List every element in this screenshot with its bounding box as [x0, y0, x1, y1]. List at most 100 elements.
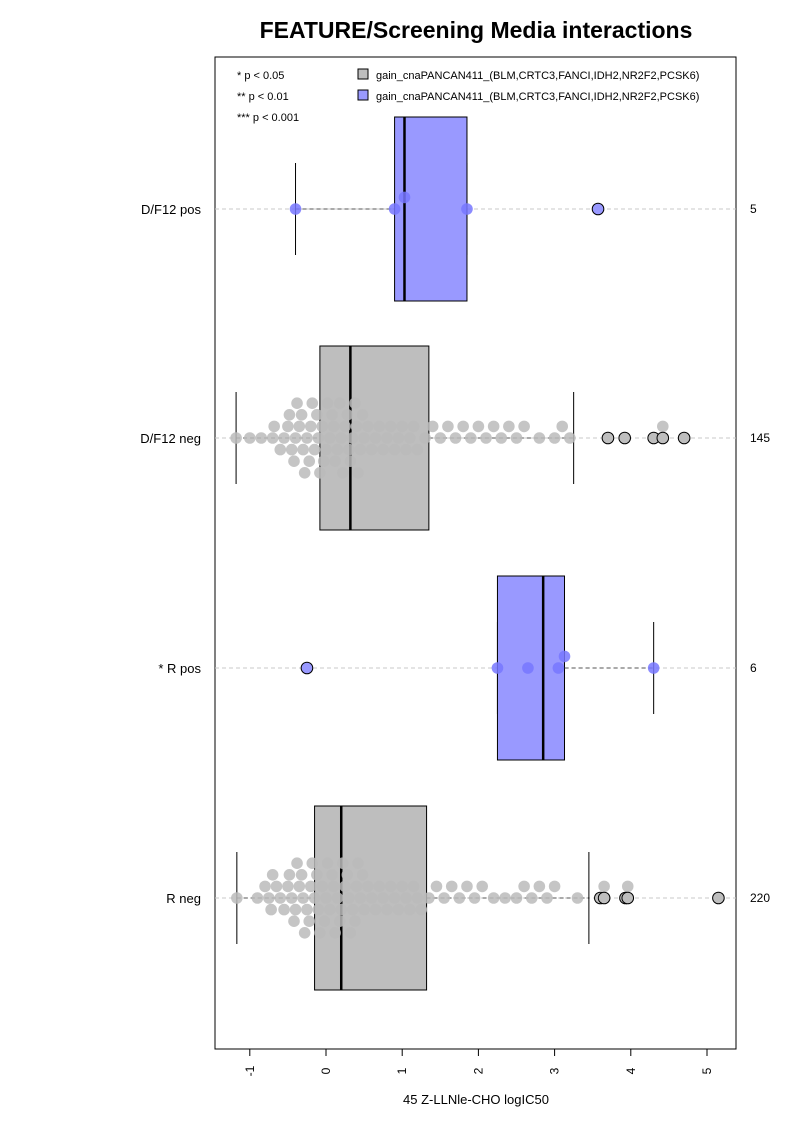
- data-point: [297, 443, 309, 456]
- data-point: [336, 857, 349, 869]
- data-point: [288, 455, 300, 468]
- data-point: [289, 203, 302, 215]
- data-point: [388, 892, 401, 904]
- data-point: [341, 409, 354, 421]
- data-point: [525, 892, 538, 904]
- data-point: [285, 443, 298, 456]
- data-point: [426, 420, 439, 433]
- data-point: [231, 892, 243, 904]
- data-point: [333, 915, 346, 927]
- legend: * p < 0.05 ** p < 0.01 *** p < 0.001 gain_c…: [237, 68, 699, 124]
- data-point: [404, 432, 416, 444]
- data-point: [320, 443, 332, 456]
- data-point: [453, 892, 466, 904]
- data-point: [306, 397, 319, 410]
- data-point: [407, 420, 420, 433]
- data-point: [335, 432, 348, 444]
- data-point: [356, 409, 369, 421]
- data-point: [369, 903, 382, 916]
- x-axis: -1 0 1 2 3 4 5: [243, 1048, 714, 1076]
- data-point: [533, 432, 546, 444]
- data-point: [434, 432, 447, 444]
- data-point: [464, 432, 477, 444]
- data-point: [331, 892, 344, 904]
- outlier-point: [300, 661, 314, 675]
- data-point: [303, 915, 316, 927]
- data-point: [329, 927, 341, 939]
- data-point: [407, 880, 420, 893]
- data-point: [457, 420, 469, 433]
- data-point: [522, 662, 534, 674]
- data-point: [400, 892, 412, 904]
- data-point: [268, 420, 280, 433]
- data-point: [373, 880, 386, 893]
- data-point: [548, 880, 561, 893]
- data-point: [499, 892, 511, 904]
- data-point: [324, 903, 336, 916]
- data-point: [487, 892, 500, 904]
- data-point: [244, 432, 256, 444]
- group-label: * R pos: [158, 661, 201, 676]
- data-point: [369, 432, 382, 444]
- group-count: 220: [750, 891, 770, 905]
- group-count: 145: [750, 431, 770, 445]
- data-point: [468, 892, 481, 904]
- data-point: [510, 892, 523, 904]
- data-point: [230, 432, 242, 444]
- data-point: [339, 880, 351, 893]
- data-point: [339, 420, 351, 433]
- data-point: [350, 880, 363, 893]
- data-point: [308, 892, 321, 904]
- data-point: [282, 880, 294, 893]
- data-point: [329, 455, 341, 468]
- data-point: [349, 397, 361, 410]
- data-point: [365, 443, 378, 456]
- data-point: [321, 397, 334, 410]
- data-point: [358, 432, 370, 444]
- data-point: [461, 880, 473, 893]
- data-point: [423, 892, 435, 904]
- data-point: [404, 903, 416, 916]
- x-tick-label: 1: [395, 1067, 409, 1074]
- data-point: [343, 443, 355, 456]
- data-point: [518, 880, 530, 893]
- data-point: [476, 880, 489, 893]
- data-point: [297, 892, 309, 904]
- data-point: [343, 892, 355, 904]
- legend-swatch: [357, 68, 369, 80]
- data-point: [533, 880, 546, 893]
- data-point: [314, 927, 326, 939]
- data-point: [331, 443, 344, 456]
- outlier-point: [618, 431, 632, 445]
- data-point: [278, 432, 290, 444]
- data-point: [316, 880, 328, 893]
- data-point: [293, 880, 306, 893]
- x-axis-label: 45 Z-LLNle-CHO logIC50: [403, 1092, 549, 1107]
- significance-legend-item: * p < 0.05: [237, 70, 284, 82]
- data-point: [266, 869, 279, 881]
- data-point: [552, 662, 565, 674]
- data-point: [312, 903, 325, 916]
- data-point: [327, 420, 340, 433]
- data-point: [362, 880, 374, 893]
- data-point: [491, 662, 504, 674]
- data-point: [274, 892, 287, 904]
- data-point: [316, 420, 328, 433]
- significance-legend-item: *** p < 0.001: [237, 112, 299, 124]
- data-point: [255, 432, 268, 444]
- data-point: [377, 443, 389, 456]
- data-point: [320, 892, 332, 904]
- data-point: [289, 432, 302, 444]
- data-point: [303, 455, 316, 468]
- legend-label: gain_cnaPANCAN411_(BLM,CRTC3,FANCI,IDH2,…: [376, 70, 699, 82]
- data-point: [341, 869, 354, 881]
- data-point: [282, 420, 294, 433]
- data-point: [411, 443, 424, 456]
- data-point: [377, 892, 389, 904]
- group-label: R neg: [166, 891, 201, 906]
- data-point: [415, 903, 428, 916]
- data-point: [556, 420, 569, 433]
- data-point: [647, 662, 660, 674]
- data-point: [311, 869, 323, 881]
